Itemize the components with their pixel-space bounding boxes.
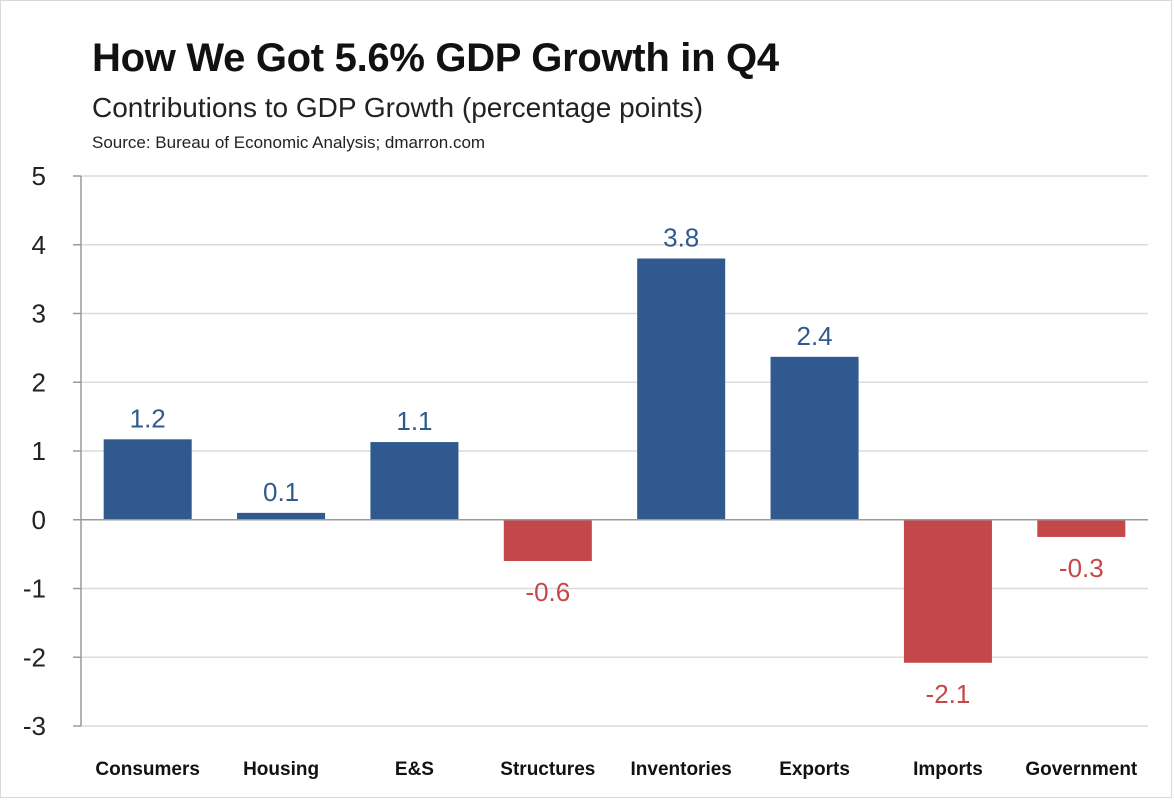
y-tick-label: -2: [23, 642, 46, 672]
bar-housing: [237, 512, 326, 520]
y-tick-label: 0: [32, 505, 46, 535]
chart-title: How We Got 5.6% GDP Growth in Q4: [92, 36, 779, 80]
bar-government: [1037, 519, 1126, 537]
bar-imports: [903, 519, 992, 663]
x-tick-label: Housing: [243, 759, 319, 780]
x-tick-label: Government: [1025, 759, 1138, 780]
chart-source: Source: Bureau of Economic Analysis; dma…: [92, 133, 486, 152]
data-label: 2.4: [796, 321, 832, 351]
y-tick-label: 2: [32, 367, 46, 397]
x-tick-label: Imports: [913, 759, 983, 780]
y-tick-label: -3: [23, 711, 46, 741]
gridlines: [81, 175, 1148, 727]
x-tick-label: E&S: [395, 759, 434, 780]
data-label: 0.1: [263, 477, 299, 507]
bars: [103, 258, 1126, 663]
y-tick-label: 5: [32, 161, 46, 191]
x-tick-label: Consumers: [95, 759, 200, 780]
x-tick-label: Inventories: [631, 759, 732, 780]
data-label: 3.8: [663, 223, 699, 253]
y-tick-label: 3: [32, 299, 46, 329]
data-label: -0.3: [1059, 553, 1104, 583]
axes: 5 4 3 2 1 0 -1 -2 -3: [23, 161, 1148, 741]
bar-structures: [503, 519, 592, 561]
labels: 1.2 Consumers 0.1 Housing 1.1 E&S -0.6 Structur…: [95, 223, 1138, 781]
x-tick-label: Exports: [779, 759, 850, 780]
y-tick-label: 1: [32, 436, 46, 466]
bar-e-s: [370, 442, 459, 520]
data-label: -2.1: [926, 679, 971, 709]
data-label: 1.2: [130, 403, 166, 433]
bar-inventories: [637, 258, 726, 520]
data-label: -0.6: [525, 577, 570, 607]
bar-consumers: [103, 439, 192, 520]
y-tick-label: 4: [32, 230, 46, 260]
y-tick-label: -1: [23, 574, 46, 604]
chart-subtitle: Contributions to GDP Growth (percentage …: [92, 92, 704, 123]
bar-exports: [770, 356, 859, 520]
data-label: 1.1: [396, 406, 432, 436]
x-tick-label: Structures: [500, 759, 595, 780]
